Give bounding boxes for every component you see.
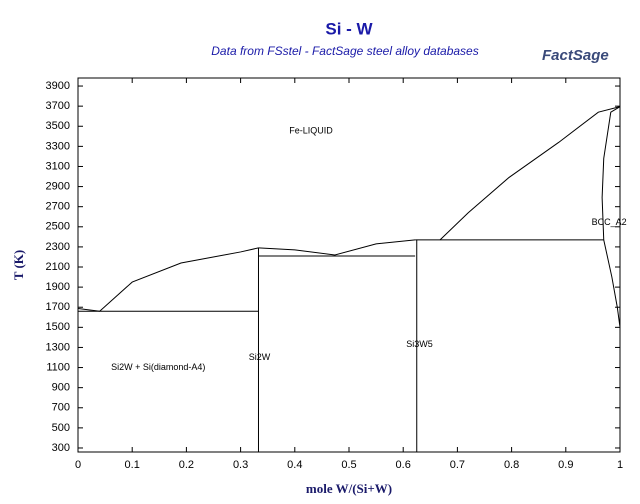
phase-boundary [77,247,259,312]
y-tick-label: 300 [52,442,70,454]
y-tick-label: 1500 [46,321,70,333]
y-axis-label: T (K) [11,250,26,280]
y-tick-label: 500 [52,422,70,434]
region-label: Si2W [249,352,271,362]
y-tick-label: 1700 [46,301,70,313]
y-tick-label: 1900 [46,281,70,293]
phase-boundary [601,106,621,240]
y-tick-label: 700 [52,402,70,414]
y-tick-label: 1100 [46,361,70,373]
y-tick-label: 3100 [46,160,70,172]
logo: FactSage [542,47,609,64]
x-tick-label: 0.6 [396,459,411,471]
x-tick-label: 1 [617,459,623,471]
x-tick-label: 0.4 [287,459,302,471]
y-tick-label: 3300 [46,140,70,152]
y-tick-label: 2100 [46,261,70,273]
x-axis-label: mole W/(Si+W) [306,481,392,496]
x-tick-label: 0.1 [125,459,140,471]
region-label: Si2W + Si(diamond-A4) [111,362,205,372]
y-tick-label: 3500 [46,120,70,132]
phase-boundary [258,239,416,256]
y-tick-label: 900 [52,382,70,394]
region-label: Fe-LIQUID [289,126,333,136]
x-tick-label: 0.5 [341,459,356,471]
y-tick-label: 3700 [46,100,70,112]
chart-title: Si - W [325,19,373,38]
x-tick-label: 0.3 [233,459,248,471]
y-tick-label: 3900 [46,80,70,92]
y-tick-label: 2300 [46,241,70,253]
x-tick-label: 0.2 [179,459,194,471]
y-tick-label: 2900 [46,180,70,192]
phase-boundary [603,239,621,328]
y-tick-label: 2500 [46,221,70,233]
x-tick-label: 0.7 [450,459,465,471]
region-label: Si3W5 [406,339,433,349]
chart-subtitle: Data from FSstel - FactSage steel alloy … [211,44,478,58]
y-tick-label: 1300 [46,341,70,353]
x-tick-label: 0 [75,459,81,471]
phase-boundary [439,106,621,241]
y-tick-label: 2700 [46,201,70,213]
x-tick-label: 0.9 [558,459,573,471]
region-label: BCC_A2 [592,217,627,227]
plot-frame [77,77,621,453]
x-tick-label: 0.8 [504,459,519,471]
